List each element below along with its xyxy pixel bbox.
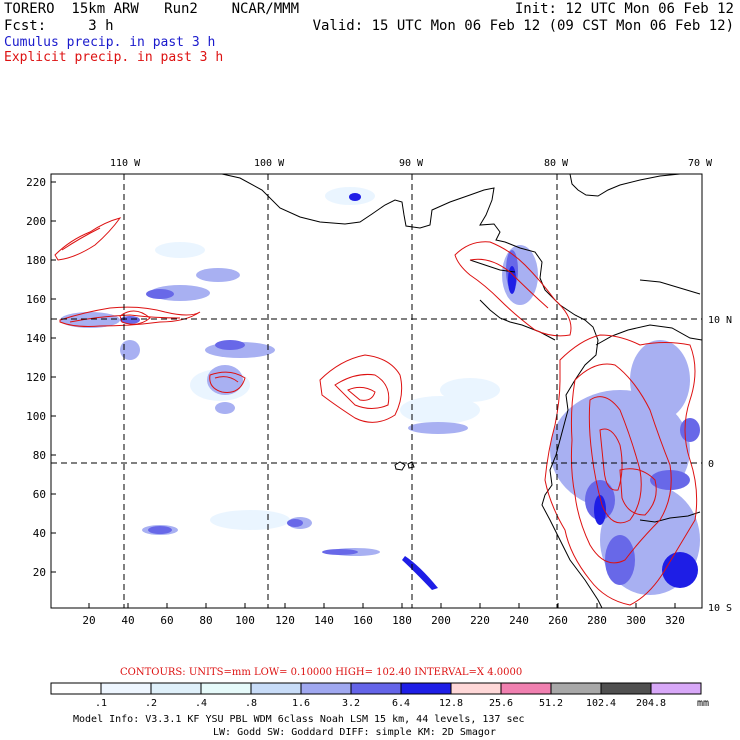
explicit-precip-contours xyxy=(54,217,698,606)
scale-label: .1 xyxy=(95,698,107,709)
scale-label: .2 xyxy=(145,698,157,709)
x-tick: 100 xyxy=(235,614,255,627)
x-tick: 60 xyxy=(160,614,173,627)
color-scale-labels: .1 .2 .4 .8 1.6 3.2 6.4 12.8 25.6 51.2 1… xyxy=(95,698,709,709)
x-tick: 80 xyxy=(199,614,212,627)
x-tick: 180 xyxy=(392,614,412,627)
lon-label: 70 W xyxy=(688,158,713,169)
x-tick: 280 xyxy=(587,614,607,627)
y-tick: 180 xyxy=(26,254,46,267)
latitude-labels: 10 N 0 10 S xyxy=(708,315,732,614)
y-tick: 140 xyxy=(26,332,46,345)
scale-swatch xyxy=(600,682,652,695)
x-tick: 120 xyxy=(275,614,295,627)
x-tick: 260 xyxy=(548,614,568,627)
scale-label: 12.8 xyxy=(439,698,463,709)
model-info: Model Info: V3.3.1 KF YSU PBL WDM 6class… xyxy=(73,714,525,725)
x-tick: 160 xyxy=(353,614,373,627)
scale-swatch xyxy=(250,682,302,695)
scale-swatch xyxy=(500,682,552,695)
x-tick: 300 xyxy=(626,614,646,627)
y-tick: 120 xyxy=(26,371,46,384)
scale-label: 6.4 xyxy=(392,698,410,709)
scale-swatch xyxy=(400,682,452,695)
y-tick: 40 xyxy=(33,527,46,540)
field-title-explicit: Explicit precip. in past 3 h xyxy=(4,50,224,65)
lon-label: 100 W xyxy=(254,158,285,169)
x-tick: 320 xyxy=(665,614,685,627)
cumulus-precip-layer xyxy=(60,193,700,595)
x-tick: 40 xyxy=(121,614,134,627)
lat-label: 10 N xyxy=(708,315,732,326)
model-info-physics: LW: Godd SW: Goddard DIFF: simple KM: 2D… xyxy=(213,727,496,738)
scale-swatch xyxy=(450,682,502,695)
x-tick: 220 xyxy=(470,614,490,627)
model-title: TORERO 15km ARW Run2 NCAR/MMM xyxy=(4,1,300,17)
scale-swatch xyxy=(350,682,402,695)
scale-swatch xyxy=(150,682,202,695)
graticule xyxy=(51,174,702,608)
scale-label: .8 xyxy=(245,698,257,709)
scale-label: 1.6 xyxy=(292,698,310,709)
lon-label: 80 W xyxy=(544,158,569,169)
coastlines xyxy=(221,173,703,609)
scale-label: 102.4 xyxy=(586,698,616,709)
scale-swatch xyxy=(100,682,152,695)
x-tick: 200 xyxy=(431,614,451,627)
y-tick-labels: 220 200 180 160 140 120 100 80 60 40 20 xyxy=(26,176,46,579)
scale-label: 25.6 xyxy=(489,698,513,709)
scale-label: 204.8 xyxy=(636,698,666,709)
y-tick: 100 xyxy=(26,410,46,423)
frame-ticks xyxy=(51,181,676,608)
x-tick-labels: 20 40 60 80 100 120 140 160 180 200 220 … xyxy=(82,614,685,627)
scale-swatch xyxy=(50,682,102,695)
y-tick: 80 xyxy=(33,449,46,462)
lon-label: 90 W xyxy=(399,158,424,169)
y-tick: 60 xyxy=(33,488,46,501)
y-tick: 160 xyxy=(26,293,46,306)
y-tick: 200 xyxy=(26,215,46,228)
scale-label: 51.2 xyxy=(539,698,563,709)
scale-swatch xyxy=(550,682,602,695)
scale-label: .4 xyxy=(195,698,207,709)
light-precip-layer xyxy=(155,187,500,530)
scale-swatch xyxy=(650,682,702,695)
lat-label: 10 S xyxy=(708,603,732,614)
x-tick: 20 xyxy=(82,614,95,627)
x-tick: 240 xyxy=(509,614,529,627)
contour-info: CONTOURS: UNITS=mm LOW= 0.10000 HIGH= 10… xyxy=(120,667,522,678)
field-title-cumulus: Cumulus precip. in past 3 h xyxy=(4,35,216,50)
scale-swatch xyxy=(300,682,352,695)
lat-label: 0 xyxy=(708,459,714,470)
y-tick: 220 xyxy=(26,176,46,189)
scale-label: 3.2 xyxy=(342,698,360,709)
scale-swatch xyxy=(200,682,252,695)
valid-time: Valid: 15 UTC Mon 06 Feb 12 (09 CST Mon … xyxy=(312,18,734,34)
y-tick: 20 xyxy=(33,566,46,579)
scale-unit: mm xyxy=(697,698,709,709)
lon-label: 110 W xyxy=(110,158,141,169)
color-scale-bar xyxy=(50,682,702,695)
x-tick: 140 xyxy=(314,614,334,627)
init-time: Init: 12 UTC Mon 06 Feb 12 xyxy=(514,1,734,17)
forecast-hour: Fcst: 3 h xyxy=(4,18,114,34)
longitude-labels: 110 W 100 W 90 W 80 W 70 W xyxy=(110,158,713,169)
